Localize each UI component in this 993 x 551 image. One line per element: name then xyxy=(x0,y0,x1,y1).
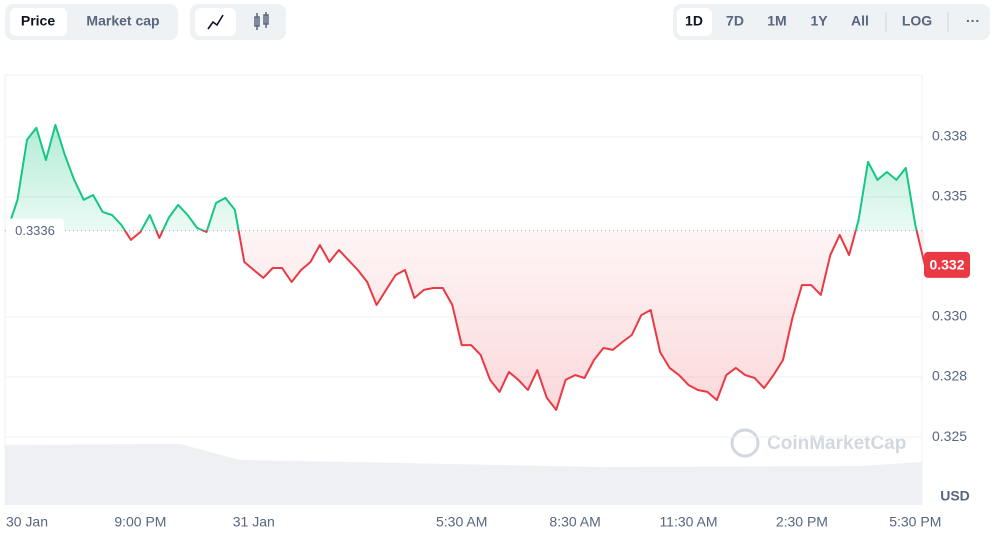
y-tick-label: 0.328 xyxy=(932,368,967,384)
area xyxy=(8,124,925,410)
tab-button[interactable]: Market cap xyxy=(86,13,159,29)
x-tick-label: 9:00 PM xyxy=(114,514,166,530)
range-button[interactable]: 1Y xyxy=(810,13,828,29)
range-selected-bg xyxy=(677,8,712,36)
tab-button[interactable]: Price xyxy=(21,13,55,29)
last-price-bg xyxy=(924,251,970,278)
range-button[interactable]: 1M xyxy=(767,13,786,29)
baseline-label-bg xyxy=(6,218,64,243)
x-tick-label: 30 Jan xyxy=(6,514,48,530)
price-line xyxy=(7,123,926,411)
range-button[interactable]: 1D xyxy=(685,13,703,29)
watermark-text: CoinMarketCap xyxy=(767,433,906,454)
x-tick-label: 31 Jan xyxy=(233,514,275,530)
line-icon xyxy=(207,14,224,30)
y-tick-label: 0.335 xyxy=(932,188,967,204)
log-button[interactable]: LOG xyxy=(902,13,932,29)
y-tick-label: 0.330 xyxy=(932,308,967,324)
x-tick-label: 11:30 AM xyxy=(659,514,717,530)
y-tick-label: 0.338 xyxy=(932,128,967,144)
currency-label: USD xyxy=(940,488,970,504)
x-tick-label: 5:30 AM xyxy=(436,514,487,530)
last-price-label: 0.332 xyxy=(929,257,964,273)
x-tick-label: 5:30 PM xyxy=(889,514,941,530)
candle-icon[interactable] xyxy=(254,12,269,30)
volume-backdrop xyxy=(5,444,922,505)
line-style-button[interactable] xyxy=(195,8,236,36)
tab-selected-bg xyxy=(10,8,67,36)
range-button[interactable]: All xyxy=(851,13,869,29)
x-tick-label: 2:30 PM xyxy=(776,514,828,530)
watermark: CoinMarketCap xyxy=(730,428,906,458)
x-tick-label: 8:30 AM xyxy=(549,514,600,530)
range-button[interactable]: 7D xyxy=(726,13,744,29)
baseline-label: 0.3336 xyxy=(15,223,55,238)
y-tick-label: 0.325 xyxy=(932,428,967,444)
range-group xyxy=(673,4,990,40)
more-button[interactable]: ··· xyxy=(966,13,980,29)
